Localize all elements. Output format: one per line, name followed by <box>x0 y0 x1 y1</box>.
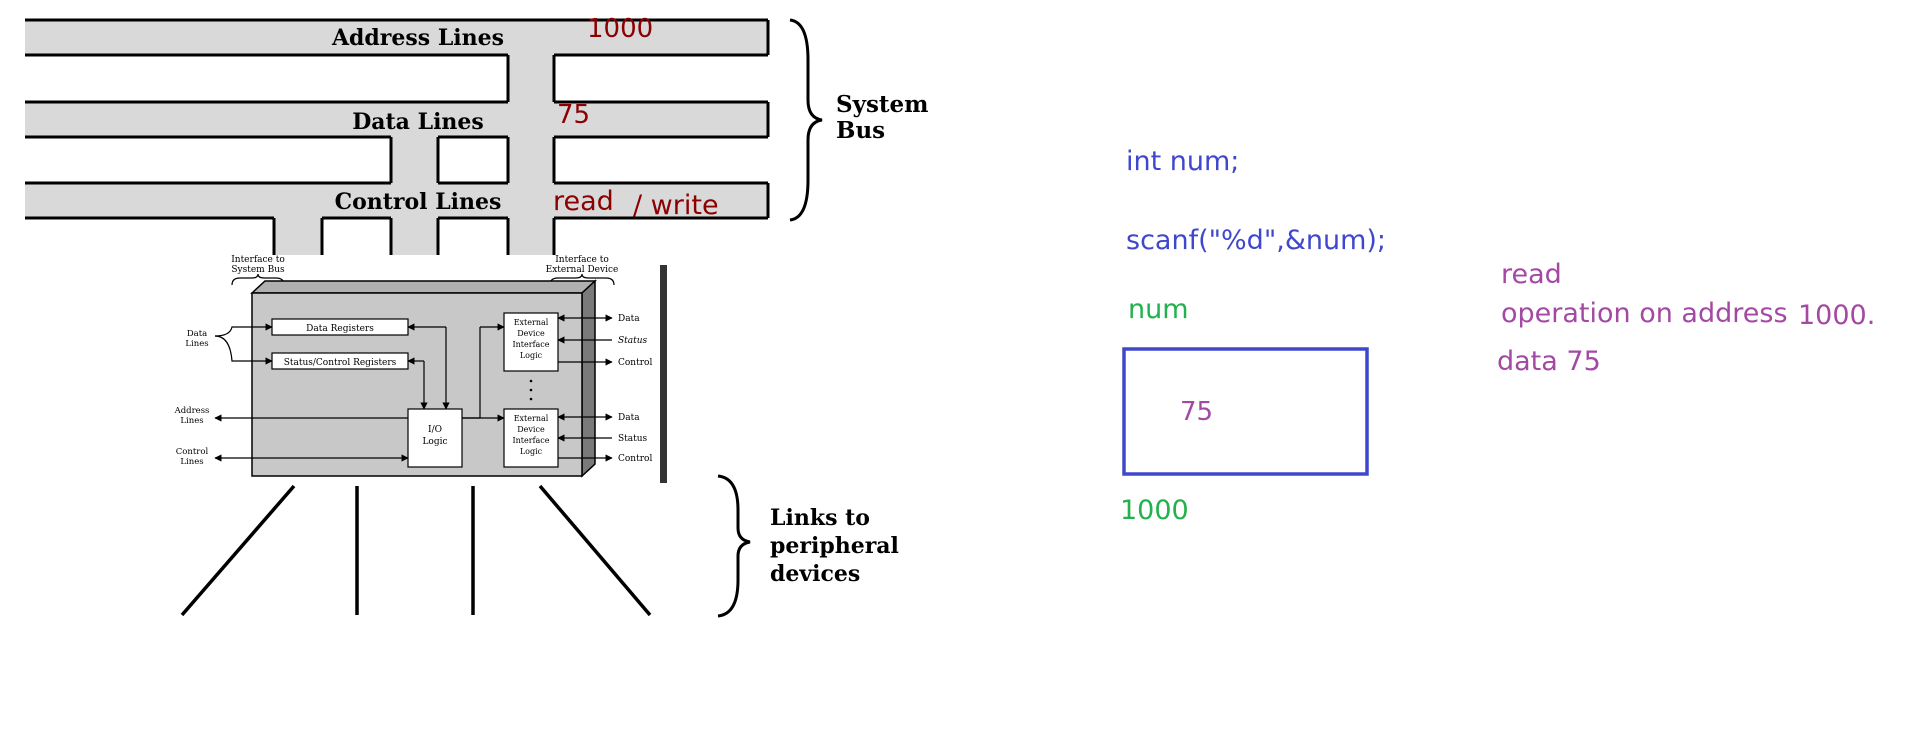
interface-system-bus-brace <box>231 273 285 286</box>
left-connections <box>214 323 409 462</box>
peripheral-links: Links to peripheral devices <box>180 474 899 618</box>
left-control-label-line1: Control <box>176 447 209 457</box>
external-logic-bottom-line4: Logic <box>520 447 543 456</box>
right-connections <box>557 314 613 462</box>
external-logic-box-bottom <box>503 408 559 468</box>
address-bus <box>25 18 770 57</box>
data-lines-label: Data Lines <box>352 109 484 135</box>
links-brace <box>717 474 751 618</box>
control-bus <box>25 181 770 220</box>
io-logic-label-line1: I/O <box>428 425 442 435</box>
external-logic-bottom-line1: External <box>514 414 549 423</box>
variable-memory-box <box>1122 347 1369 476</box>
io-logic-label-line2: Logic <box>422 437 447 447</box>
external-logic-top-line2: Device <box>517 329 545 338</box>
external-logic-bottom-line2: Device <box>517 425 545 434</box>
right-data-label-bottom: Data <box>618 413 640 423</box>
external-logic-top-line1: External <box>514 318 549 327</box>
interface-system-bus-label-line2: System Bus <box>231 265 285 275</box>
control-lines-label: Control Lines <box>335 189 502 215</box>
left-data-label-line2: Lines <box>185 339 208 349</box>
interface-external-label-line2: External Device <box>546 265 619 275</box>
note-operation: operation on address <box>1501 298 1788 329</box>
external-logic-box-top <box>503 312 559 372</box>
variable-value: 75 <box>1180 397 1214 427</box>
data-value-annotation: 75 <box>557 100 591 130</box>
links-label-line2: peripheral <box>770 533 899 559</box>
right-status-label-bottom: Status <box>618 434 648 444</box>
ellipsis-dots <box>529 379 533 401</box>
left-control-label-line2: Lines <box>180 457 203 467</box>
data-registers-label: Data Registers <box>306 324 374 334</box>
address-lines-label: Address Lines <box>331 25 504 51</box>
right-data-label-top: Data <box>618 314 640 324</box>
note-data: data 75 <box>1497 346 1601 377</box>
system-bus: Address Lines Data Lines Control Lines S… <box>25 18 929 255</box>
system-bus-label-line1: System <box>836 91 929 118</box>
external-logic-top-line3: Interface <box>512 340 549 349</box>
external-logic-bottom-line3: Interface <box>512 436 549 445</box>
note-read: read <box>1501 259 1562 290</box>
write-annotation: / write <box>633 190 719 221</box>
left-data-label-line1: Data <box>187 329 207 339</box>
status-control-registers-label: Status/Control Registers <box>284 358 397 368</box>
interface-external-brace <box>549 273 615 286</box>
address-value-annotation: 1000 <box>587 14 654 44</box>
system-bus-label-line2: Bus <box>836 117 885 144</box>
external-logic-top-line4: Logic <box>520 351 543 360</box>
variable-address: 1000 <box>1120 495 1189 526</box>
system-bus-brace <box>789 18 823 222</box>
code-scanf: scanf("%d",&num); <box>1126 225 1387 256</box>
right-status-label-top: Status <box>618 336 648 346</box>
links-label-line1: Links to <box>770 505 870 531</box>
data-bus <box>25 100 770 139</box>
io-logic-box <box>407 408 463 468</box>
variable-name-label: num <box>1128 294 1189 325</box>
code-declaration: int num; <box>1126 146 1240 177</box>
io-module: Interface to System Bus Interface to Ext… <box>174 255 667 483</box>
right-control-label-bottom: Control <box>618 454 652 464</box>
read-annotation: read <box>553 186 614 217</box>
internal-connections <box>407 323 505 422</box>
note-address: 1000. <box>1798 300 1876 331</box>
left-address-label-line1: Address <box>174 406 210 416</box>
interface-system-bus-label-line1: Interface to <box>231 255 285 265</box>
links-label-line3: devices <box>770 561 860 587</box>
right-control-label-top: Control <box>618 358 652 368</box>
interface-external-label-line1: Interface to <box>555 255 609 265</box>
left-address-label-line2: Lines <box>180 416 203 426</box>
